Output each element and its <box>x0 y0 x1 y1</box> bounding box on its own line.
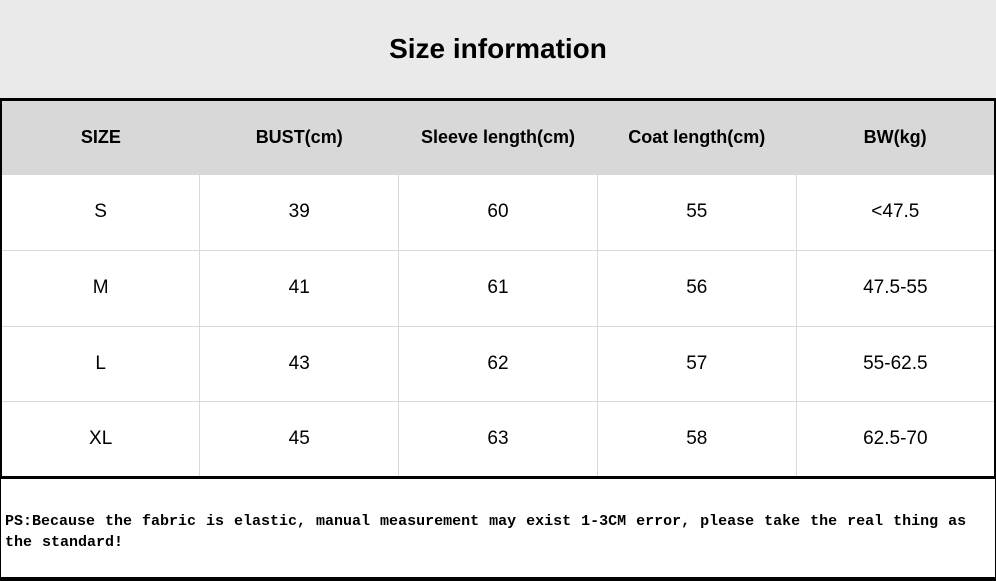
cell-coat: 56 <box>596 249 797 327</box>
banner: Size information <box>0 0 996 98</box>
cell-sleeve: 63 <box>398 401 598 478</box>
cell-bust: 41 <box>199 249 400 327</box>
cell-size: M <box>0 249 201 327</box>
cell-bw: 62.5-70 <box>795 401 996 478</box>
cell-sleeve: 61 <box>398 249 598 327</box>
cell-coat: 57 <box>596 325 797 403</box>
cell-coat: 55 <box>596 174 797 251</box>
page-title: Size information <box>389 33 607 64</box>
size-table: SIZE BUST(cm) Sleeve length(cm) Coat len… <box>0 98 996 479</box>
cell-sleeve: 60 <box>398 174 598 251</box>
size-table-header: SIZE BUST(cm) Sleeve length(cm) Coat len… <box>1 99 995 175</box>
size-table-body: S 39 60 55 <47.5 M 41 61 56 47.5-55 L 43… <box>0 174 996 478</box>
ps-note-text: PS:Because the fabric is elastic, manual… <box>5 513 967 551</box>
header-row: SIZE BUST(cm) Sleeve length(cm) Coat len… <box>1 99 995 175</box>
cell-bust: 45 <box>199 401 400 478</box>
column-header-bust: BUST(cm) <box>199 99 399 175</box>
table-row-s: S 39 60 55 <47.5 <box>0 174 996 251</box>
cell-sleeve: 62 <box>398 325 598 403</box>
column-header-sleeve-length: Sleeve length(cm) <box>398 99 598 175</box>
cell-bw: 55-62.5 <box>795 325 996 403</box>
cell-bw: 47.5-55 <box>795 249 996 327</box>
cell-bw: <47.5 <box>795 174 996 251</box>
table-row-xl: XL 45 63 58 62.5-70 <box>0 401 996 478</box>
cell-bust: 39 <box>199 174 400 251</box>
cell-size: S <box>0 174 201 251</box>
column-header-size: SIZE <box>1 99 200 175</box>
cell-coat: 58 <box>596 401 797 478</box>
column-header-coat-length: Coat length(cm) <box>597 99 797 175</box>
table-row-l: L 43 62 57 55-62.5 <box>0 325 996 403</box>
cell-bust: 43 <box>199 325 400 403</box>
column-header-bw: BW(kg) <box>796 99 995 175</box>
cell-size: XL <box>0 401 201 478</box>
cell-size: L <box>0 325 201 403</box>
ps-note: PS:Because the fabric is elastic, manual… <box>0 479 996 581</box>
table-row-m: M 41 61 56 47.5-55 <box>0 249 996 327</box>
